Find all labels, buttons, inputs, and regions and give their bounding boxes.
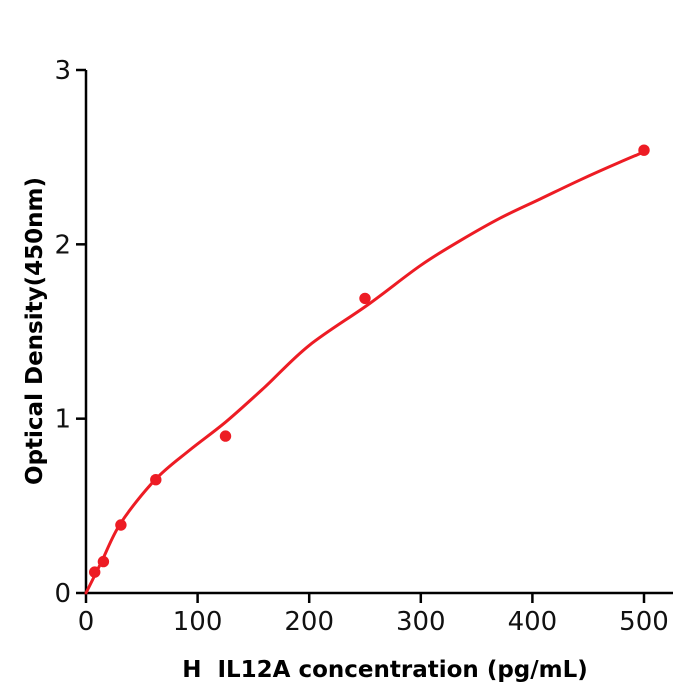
fit-curve [84,150,646,595]
data-point-marker [89,566,101,578]
data-point-marker [115,519,127,531]
axes: 0 1 2 3 0 100 200 300 400 500 [54,56,673,637]
x-axis-title: H IL12A concentration (pg/mL) [182,657,588,683]
y-axis-tick-label: 0 [54,579,71,609]
y-axis-tick-label: 2 [54,230,71,260]
data-point-marker [359,292,371,305]
data-point-marker [638,144,650,156]
plot-area [84,144,650,595]
data-point-marker [97,555,110,568]
data-point-marker [219,430,232,442]
x-axis-tick-label: 200 [284,607,334,637]
y-axis-tick-label: 3 [54,56,71,86]
x-axis-tick-label: 400 [508,607,558,637]
x-axis-tick-label: 300 [396,607,446,637]
x-axis-tick-label: 500 [619,607,669,637]
axis-spines [84,70,673,595]
data-point-marker [150,474,162,486]
x-axis-tick-label: 100 [173,607,223,637]
y-axis-title: Optical Density(450nm) [22,177,48,485]
y-axis-tick-label: 1 [54,405,71,435]
x-axis-tick-label: 0 [78,607,95,637]
